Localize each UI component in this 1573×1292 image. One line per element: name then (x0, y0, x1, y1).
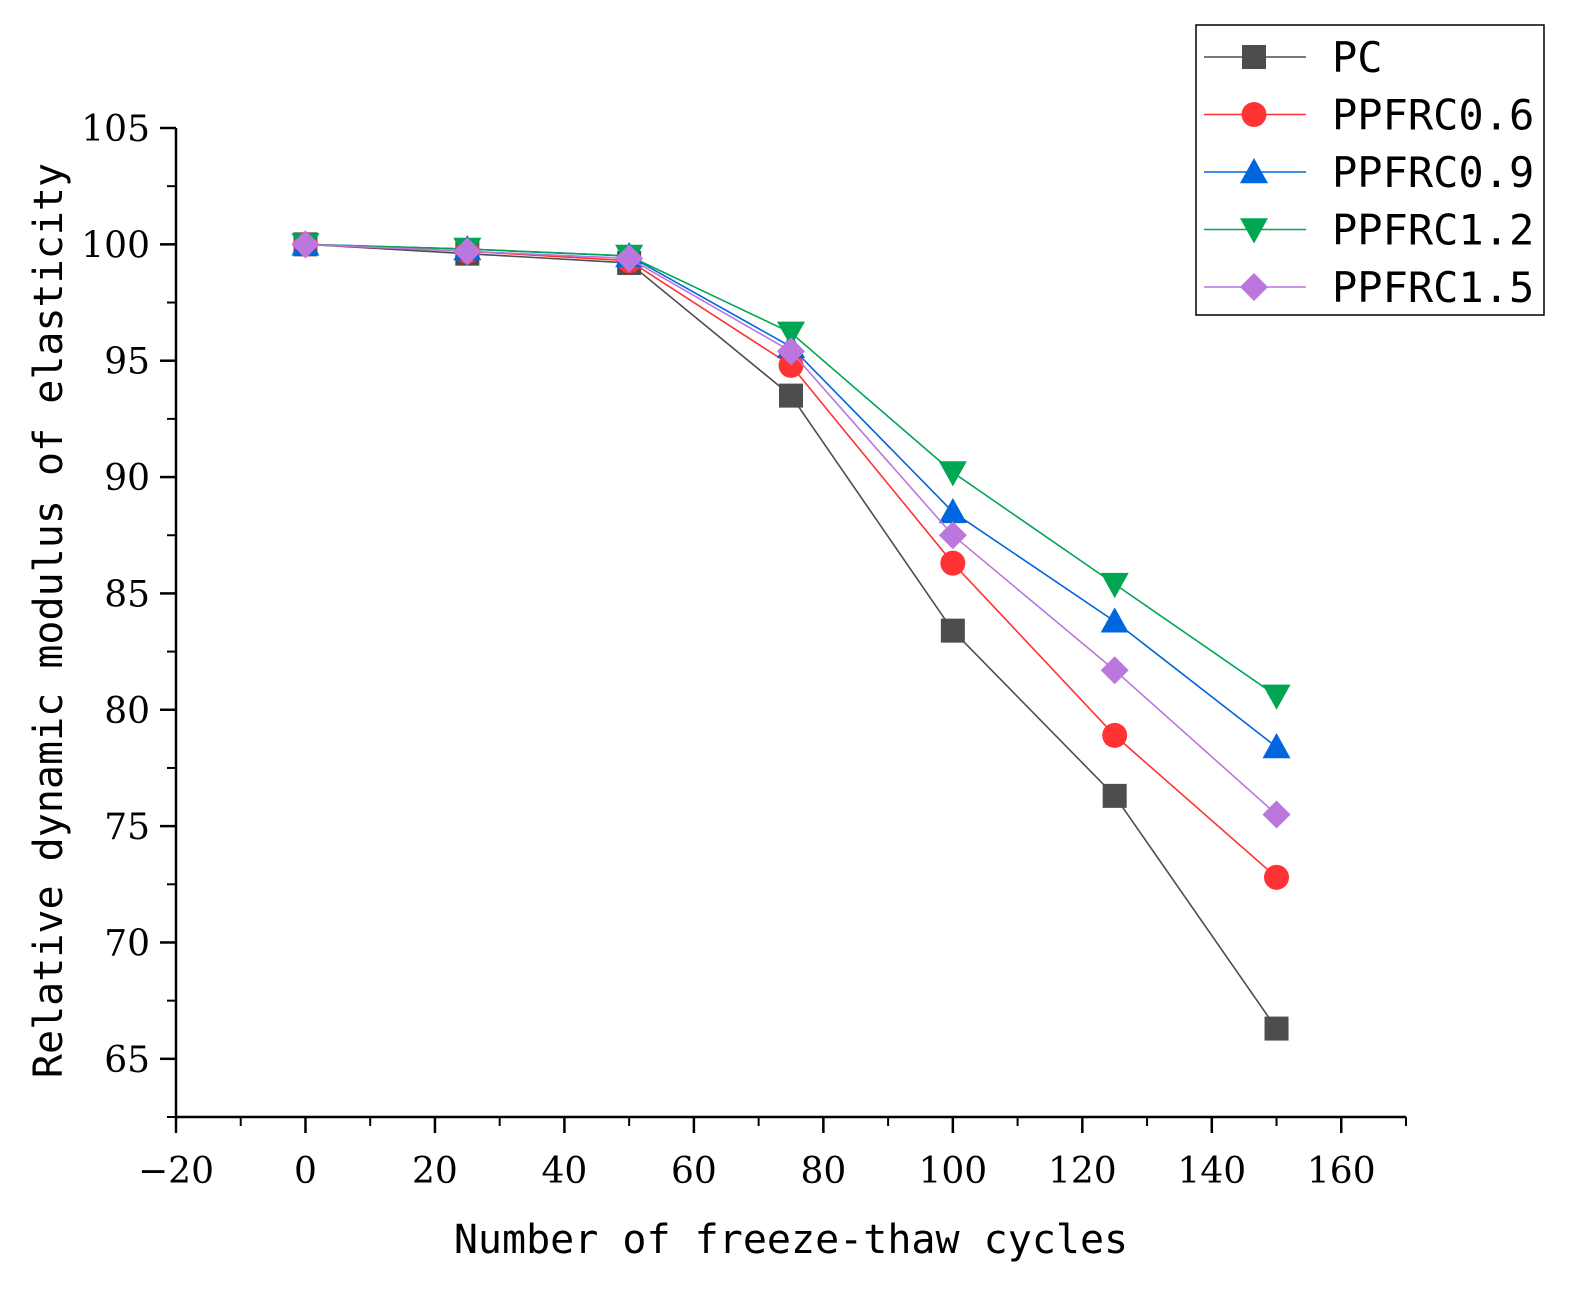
data-point (1100, 572, 1129, 599)
data-point (1262, 732, 1291, 759)
y-tick-label: 85 (104, 574, 150, 615)
data-point (938, 521, 967, 550)
data-point (940, 550, 966, 576)
y-tick-label: 80 (104, 691, 150, 732)
data-point (291, 230, 320, 259)
series-ppfrc1-5 (291, 230, 1291, 829)
data-point (1262, 684, 1291, 710)
data-point (938, 497, 967, 524)
x-tick-label: 80 (800, 1151, 846, 1192)
legend-item: PC (1204, 33, 1383, 82)
x-tick-label: 160 (1307, 1151, 1376, 1192)
data-point (1100, 607, 1129, 633)
x-tick-label: 60 (671, 1151, 717, 1192)
axes: −20 0 20 40 60 80 100 120 140 160 65 70 75 80 85 90 95 1… (81, 109, 1407, 1192)
x-ticks: −20 0 20 40 60 80 100 120 140 160 (138, 1117, 1407, 1192)
data-point (615, 244, 644, 273)
x-tick-label: 40 (542, 1151, 588, 1192)
x-tick-label: 20 (412, 1151, 458, 1192)
legend-item: PPFRC0.9 (1204, 148, 1534, 197)
legend-items: PC PPFRC0.6 PPFRC0.9 PPFRC1.2 PPFRC1.5 (1204, 33, 1534, 312)
data-point (1264, 1016, 1289, 1041)
x-tick-label: −20 (138, 1151, 214, 1192)
data-point (1100, 656, 1129, 685)
legend: PC PPFRC0.6 PPFRC0.9 PPFRC1.2 PPFRC1.5 (1195, 24, 1545, 316)
y-ticks: 65 70 75 80 85 90 95 100 105 (81, 109, 176, 1118)
x-tick-label: 100 (918, 1151, 987, 1192)
data-point (777, 337, 805, 366)
y-tick-label: 105 (81, 109, 150, 150)
x-axis-title: Number of freeze-thaw cycles (454, 1217, 1128, 1263)
x-tick-label: 140 (1177, 1151, 1246, 1192)
data-point (777, 321, 805, 347)
y-tick-label: 90 (104, 458, 150, 499)
data-point (940, 618, 965, 643)
x-tick-label: 0 (294, 1151, 317, 1192)
legend-label: PPFRC0.6 (1332, 91, 1534, 140)
legend-marker (1240, 158, 1268, 184)
legend-label: PPFRC0.9 (1332, 148, 1534, 197)
series-layer (291, 230, 1291, 1041)
data-point (938, 461, 967, 487)
legend-marker (1240, 273, 1268, 301)
legend-label: PPFRC1.5 (1332, 263, 1534, 312)
y-tick-label: 75 (104, 807, 150, 848)
y-tick-label: 70 (104, 923, 150, 964)
series-ppfrc1-2 (291, 233, 1291, 710)
y-tick-label: 100 (81, 225, 150, 266)
data-point (453, 237, 482, 266)
legend-item: PPFRC1.5 (1204, 263, 1534, 312)
legend-marker (1241, 102, 1267, 127)
legend-item: PPFRC0.6 (1204, 91, 1534, 140)
data-point (1102, 783, 1127, 808)
data-point (1262, 800, 1291, 829)
data-point (779, 383, 803, 408)
x-tick-label: 120 (1048, 1151, 1117, 1192)
series-ppfrc0-9 (291, 230, 1291, 759)
legend-item: PPFRC1.2 (1204, 206, 1534, 255)
legend-label: PPFRC1.2 (1332, 206, 1534, 255)
series-line (305, 243, 1278, 748)
y-axis-title: Relative dynamic modulus of elasticity (26, 163, 72, 1078)
series-line (305, 243, 1277, 697)
legend-marker (1242, 45, 1266, 69)
data-point (1102, 722, 1128, 748)
data-point (1264, 864, 1290, 890)
y-tick-label: 95 (104, 342, 150, 383)
legend-label: PC (1332, 33, 1383, 82)
legend-marker (1240, 218, 1268, 244)
y-tick-label: 65 (104, 1040, 150, 1081)
